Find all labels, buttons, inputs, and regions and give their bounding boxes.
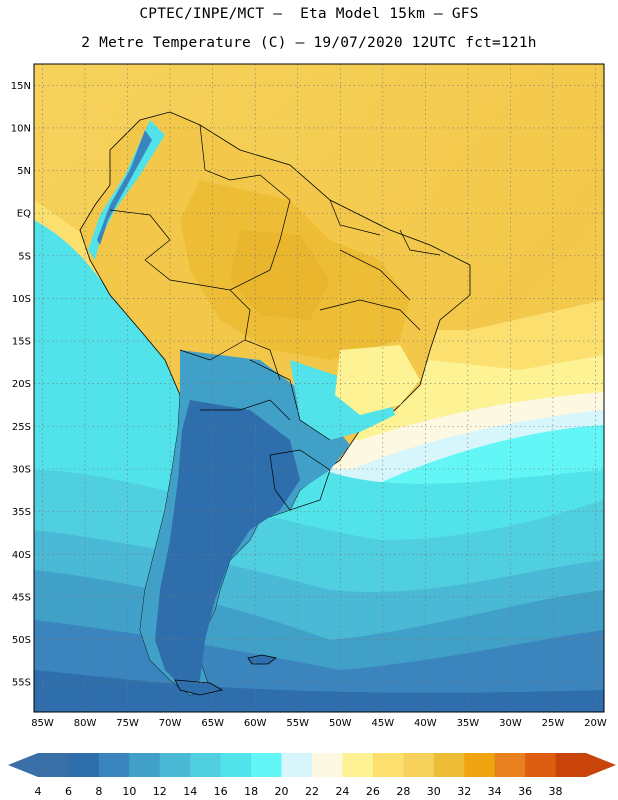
latitude-label: 45S: [12, 592, 31, 603]
colorbar-box: [129, 753, 161, 777]
colorbar-label: 4: [35, 785, 42, 798]
colorbar-right-triangle: [586, 753, 616, 777]
longitude-labels: 85W 80W 75W 70W 65W 60W 55W 50W 45W 40W 35W 30W 25W 2…: [31, 718, 607, 729]
longitude-label: 45W: [371, 718, 394, 729]
land-central-america: [34, 64, 110, 160]
colorbar-label: 36: [518, 785, 532, 798]
colorbar-label: 16: [214, 785, 228, 798]
colorbar-box: [525, 753, 557, 777]
colorbar-label: 22: [305, 785, 319, 798]
map-frame: [33, 63, 605, 713]
colorbar: 4 6 8 10 12 14 16 18 20 22 24 26 28 30 32 34 36 38: [8, 753, 616, 798]
colorbar-box: [68, 753, 100, 777]
map-graticule: [34, 64, 604, 712]
latitude-label: 5S: [18, 251, 31, 262]
colorbar-label: 18: [244, 785, 258, 798]
land-andes-strip: [88, 120, 165, 260]
latitude-label: 5N: [17, 166, 31, 177]
longitude-label: 25W: [542, 718, 565, 729]
colorbar-box: [220, 753, 252, 777]
latitude-label: 10S: [12, 294, 31, 305]
colorbar-box: [372, 753, 404, 777]
latitude-label: 40S: [12, 550, 31, 561]
colorbar-boxes: [38, 753, 587, 777]
colorbar-label: 32: [457, 785, 471, 798]
colorbar-box: [494, 753, 526, 777]
colorbar-label: 34: [488, 785, 502, 798]
land-southeast-brazil-pale: [335, 345, 420, 415]
longitude-label: 85W: [31, 718, 54, 729]
latitude-label: EQ: [17, 209, 31, 220]
longitude-label: 65W: [201, 718, 224, 729]
colorbar-box: [98, 753, 130, 777]
colorbar-label: 14: [183, 785, 197, 798]
longitude-label: 75W: [116, 718, 139, 729]
land-andes-strip-core: [97, 130, 152, 245]
colorbar-label: 28: [396, 785, 410, 798]
map-fields: [34, 64, 604, 712]
latitude-label: 20S: [12, 379, 31, 390]
longitude-label: 55W: [286, 718, 309, 729]
colorbar-label: 10: [122, 785, 136, 798]
colorbar-label: 20: [275, 785, 289, 798]
ocean-band-6: [34, 670, 604, 712]
colorbar-box: [190, 753, 222, 777]
colorbar-box: [312, 753, 343, 777]
colorbar-box: [38, 753, 69, 777]
colorbar-box: [555, 753, 587, 777]
colorbar-label: 38: [549, 785, 563, 798]
colorbar-label: 26: [366, 785, 380, 798]
country-borders: [109, 124, 441, 511]
longitude-label: 35W: [457, 718, 480, 729]
land-falkland-islands: [247, 654, 277, 665]
land-southern-cone-cold: [155, 400, 300, 690]
colorbar-left-triangle: [8, 753, 38, 777]
latitude-label: 35S: [12, 507, 31, 518]
longitude-label: 50W: [329, 718, 352, 729]
longitude-label: 70W: [159, 718, 182, 729]
latitude-labels: 15N 10N 5N EQ 5S 10S 15S 20S 25S 30S 35S 40S 45S 50S 5…: [11, 81, 31, 689]
colorbar-label: 8: [95, 785, 102, 798]
longitude-label: 60W: [244, 718, 267, 729]
colorbar-label: 30: [427, 785, 441, 798]
colorbar-box: [342, 753, 374, 777]
colorbar-box: [464, 753, 496, 777]
latitude-label: 10N: [11, 123, 31, 134]
temperature-map: 15N 10N 5N EQ 5S 10S 15S 20S 25S 30S 35S 40S 45S 50S 5…: [11, 63, 607, 729]
longitude-label: 80W: [74, 718, 97, 729]
colorbar-label: 6: [65, 785, 72, 798]
latitude-label: 30S: [12, 465, 31, 476]
map-title-line-1: CPTEC/INPE/MCT – Eta Model 15km – GFS: [139, 6, 479, 22]
latitude-label: 55S: [12, 678, 31, 689]
latitude-label: 50S: [12, 635, 31, 646]
longitude-label: 30W: [499, 718, 522, 729]
colorbar-box: [433, 753, 465, 777]
colorbar-box: [251, 753, 283, 777]
longitude-label: 40W: [414, 718, 437, 729]
land-tierra-del-fuego: [174, 679, 224, 696]
latitude-label: 25S: [12, 422, 31, 433]
colorbar-label: 12: [153, 785, 167, 798]
colorbar-label: 24: [335, 785, 349, 798]
latitude-label: 15S: [12, 337, 31, 348]
land-warm-core-inner: [230, 230, 330, 320]
colorbar-labels: 4 6 8 10 12 14 16 18 20 22 24 26 28 30 32 34 36 38: [35, 785, 563, 798]
colorbar-box: [403, 753, 435, 777]
map-title-line-2: 2 Metre Temperature (C) – 19/07/2020 12U…: [81, 35, 537, 51]
longitude-label: 20W: [584, 718, 607, 729]
latitude-label: 15N: [11, 81, 31, 92]
colorbar-box: [159, 753, 191, 777]
colorbar-box: [281, 753, 313, 777]
